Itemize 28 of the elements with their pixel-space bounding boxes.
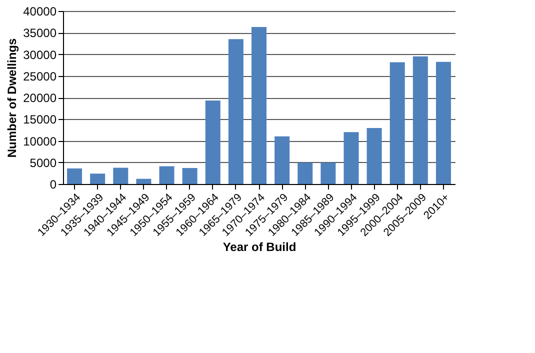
bar — [136, 178, 152, 184]
y-tick-label: 40000 — [23, 4, 57, 18]
y-tick-label: 0 — [50, 178, 57, 192]
y-tick-label: 20000 — [23, 91, 57, 105]
bar — [344, 132, 359, 184]
bar — [182, 168, 198, 184]
bar — [228, 39, 244, 184]
y-tick-label: 15000 — [23, 112, 57, 127]
bar — [274, 136, 290, 184]
bar — [205, 100, 220, 184]
bar — [412, 56, 428, 184]
bar — [159, 166, 174, 184]
bar — [113, 168, 128, 184]
bar — [252, 27, 266, 184]
y-tick-label: 30000 — [23, 48, 57, 62]
bar — [366, 128, 382, 184]
bar — [436, 62, 451, 184]
bar — [320, 162, 336, 184]
bar — [67, 168, 82, 184]
bar — [390, 62, 405, 184]
y-tick-label: 10000 — [23, 134, 57, 148]
y-tick-label: 35000 — [23, 26, 57, 40]
y-tick-label: 5000 — [30, 156, 57, 170]
x-axis-title: Year of Build — [222, 240, 296, 254]
y-tick-label: 25000 — [23, 69, 57, 84]
bar — [298, 162, 313, 184]
bar — [90, 174, 106, 184]
y-axis-title: Number of Dwellings — [5, 38, 20, 158]
